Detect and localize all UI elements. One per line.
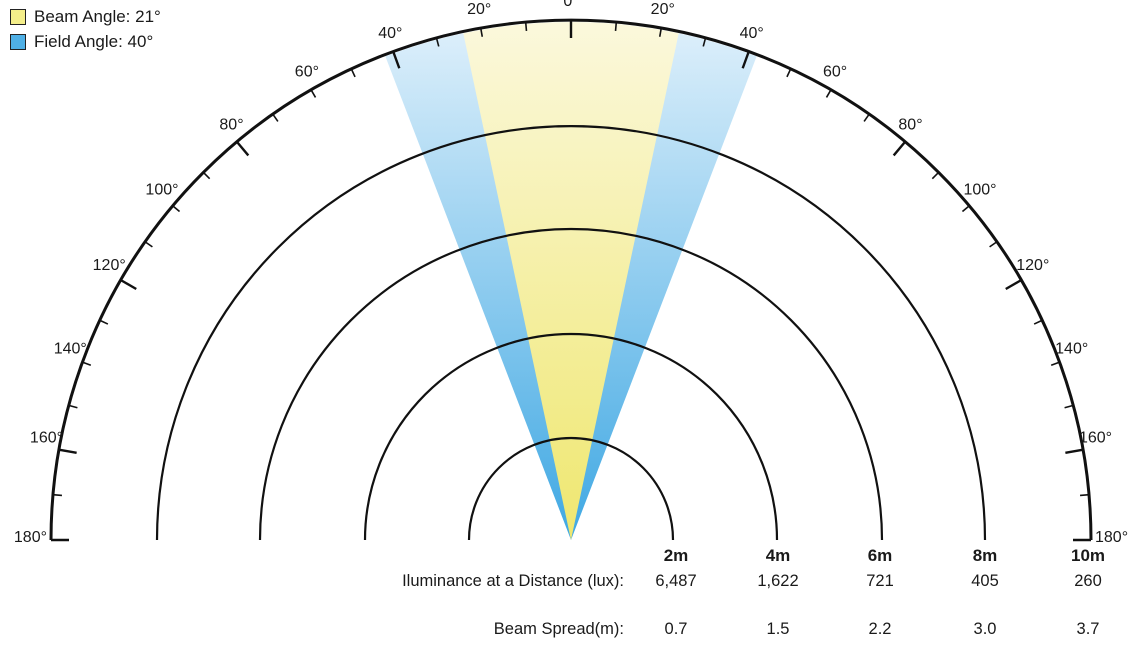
lux-value: 405 <box>971 572 999 590</box>
scale-tick <box>786 68 792 78</box>
legend-item-beam: Beam Angle: 21° <box>10 4 161 29</box>
field-swatch <box>10 33 26 50</box>
scale-tick <box>68 404 78 409</box>
beam-swatch <box>10 8 26 25</box>
distance-header: 2m <box>663 546 689 565</box>
angle-tick-label: 40° <box>378 25 402 42</box>
scale-tick <box>392 50 401 69</box>
spread-value: 3.7 <box>1076 620 1100 638</box>
angle-tick-label: 120° <box>1016 257 1049 274</box>
distance-ring <box>258 227 884 541</box>
lux-value: 260 <box>1074 572 1102 590</box>
distance-header: 10m <box>1070 546 1106 565</box>
scale-tick <box>892 140 907 157</box>
scale-tick <box>99 319 109 325</box>
spread-value: 3.0 <box>973 620 997 638</box>
angle-tick-label: 160° <box>1079 429 1112 446</box>
legend-item-field: Field Angle: 40° <box>10 29 161 54</box>
angle-tick-label: 80° <box>219 117 243 134</box>
angle-tick-label: 180° <box>14 529 47 546</box>
spread-row-label: Beam Spread(m): <box>493 620 624 638</box>
scale-tick <box>741 50 750 69</box>
lux-value: 6,487 <box>655 572 697 590</box>
scale-tick <box>235 140 250 157</box>
scale-tick <box>614 21 618 32</box>
angle-tick-label: 0° <box>563 0 578 10</box>
distance-table: 2m 4m 6m 8m 10m Iluminance at a Distance… <box>0 546 1135 646</box>
beam-angle-cone <box>463 22 679 541</box>
distance-header: 8m <box>972 546 998 565</box>
lux-value: 1,622 <box>757 572 799 590</box>
scale-tick <box>658 27 663 37</box>
scale-tick <box>58 448 77 455</box>
legend-beam-label: Beam Angle: 21° <box>34 6 161 26</box>
scale-tick <box>202 171 211 180</box>
angle-tick-label: 20° <box>651 1 675 18</box>
scale-tick <box>989 241 998 248</box>
scale-tick <box>931 171 940 180</box>
scale-tick <box>144 241 153 248</box>
distance-ring <box>155 124 987 541</box>
scale-tick <box>82 361 92 366</box>
angle-tick-label: 100° <box>145 182 178 199</box>
angle-tick-label: 160° <box>30 429 63 446</box>
scale-tick <box>1065 448 1084 455</box>
scale-tick <box>1064 404 1074 409</box>
angle-tick-label: 180° <box>1095 529 1128 546</box>
scale-tick <box>120 278 137 291</box>
lux-row-label: Iluminance at a Distance (lux): <box>402 572 624 590</box>
spread-value: 0.7 <box>664 620 688 638</box>
lux-value: 721 <box>866 572 894 590</box>
scale-tick <box>435 37 440 47</box>
scale-tick <box>702 37 707 47</box>
scale-tick <box>1079 493 1090 497</box>
angle-tick-label: 20° <box>467 1 491 18</box>
scale-tick <box>863 113 870 122</box>
scale-tick <box>52 493 63 497</box>
angle-tick-label: 80° <box>898 117 922 134</box>
distance-ring <box>467 436 675 541</box>
distance-header: 4m <box>765 546 791 565</box>
scale-tick <box>961 205 970 213</box>
legend-field-label: Field Angle: 40° <box>34 31 154 51</box>
angle-tick-label: 100° <box>963 182 996 199</box>
scale-tick <box>350 68 356 78</box>
distance-ring <box>363 332 779 541</box>
scale-tick <box>825 89 832 98</box>
distance-header: 6m <box>867 546 893 565</box>
spread-value: 2.2 <box>868 620 892 638</box>
angle-tick-label: 140° <box>1055 340 1088 357</box>
spread-value: 1.5 <box>766 620 790 638</box>
angle-tick-label: 120° <box>93 257 126 274</box>
scale-tick <box>310 89 317 98</box>
scale-tick <box>479 27 484 37</box>
angle-tick-label: 60° <box>295 64 319 81</box>
legend: Beam Angle: 21° Field Angle: 40° <box>10 4 161 54</box>
angle-tick-label: 40° <box>740 25 764 42</box>
scale-tick <box>1033 319 1043 325</box>
scale-tick <box>1005 278 1022 291</box>
scale-tick <box>1050 361 1060 366</box>
scale-tick <box>272 113 279 122</box>
scale-tick <box>524 21 528 32</box>
angle-tick-label: 140° <box>54 340 87 357</box>
angle-tick-label: 60° <box>823 64 847 81</box>
scale-tick <box>172 205 181 213</box>
